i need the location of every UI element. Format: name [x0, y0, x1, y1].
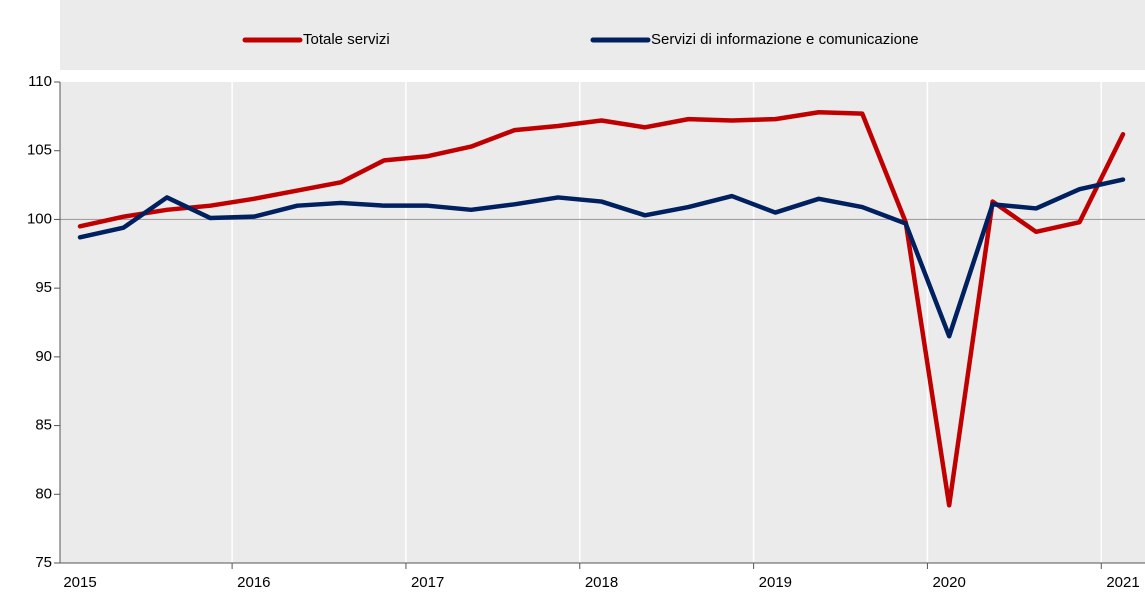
legend-label: Servizi di informazione e comunicazione [651, 31, 919, 48]
y-tick-label: 80 [35, 485, 52, 502]
line [77, 109, 1126, 508]
x-tick-label: 2017 [411, 574, 444, 591]
y-tick-label: 95 [35, 279, 52, 296]
x-tick-label: 2019 [759, 574, 792, 591]
line [77, 177, 1126, 339]
y-tick-label: 85 [35, 417, 52, 434]
x-tick-label: 2015 [63, 574, 96, 591]
x-tick-label: 2016 [237, 574, 270, 591]
y-tick-label: 110 [28, 73, 52, 90]
y-tick-label: 105 [27, 142, 52, 159]
y-tick-label: 90 [35, 348, 52, 365]
x-tick-label: 2021 [1106, 574, 1139, 591]
y-tick-label: 75 [35, 554, 52, 571]
legend-box [60, 0, 1145, 70]
x-tick-label: 2020 [932, 574, 965, 591]
y-tick-label: 100 [27, 210, 52, 227]
plot-area [60, 82, 1145, 563]
x-tick-label: 2018 [585, 574, 618, 591]
legend-label: Totale servizi [303, 31, 390, 48]
